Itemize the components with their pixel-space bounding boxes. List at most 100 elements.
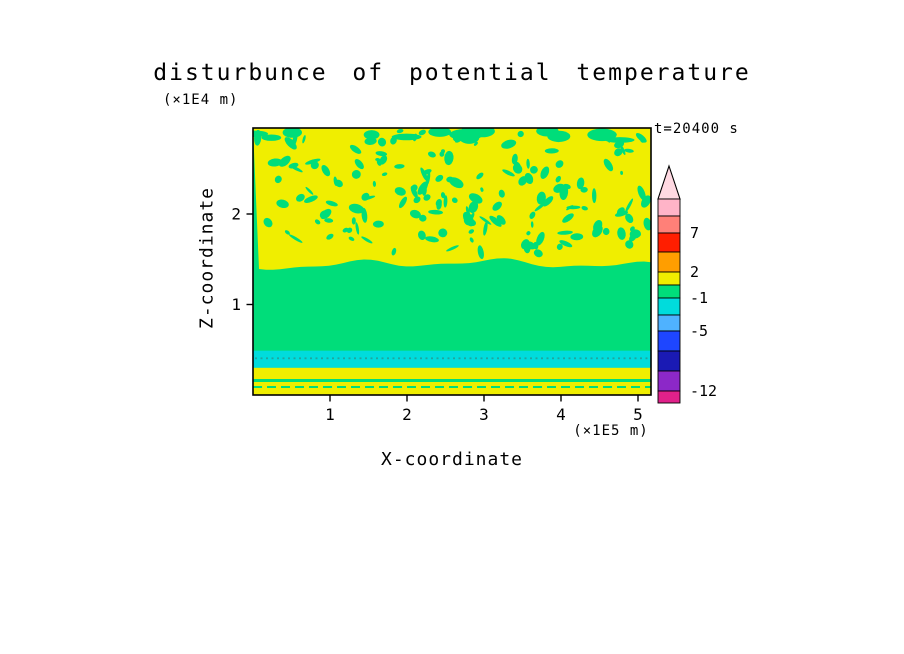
green-patch [592, 131, 617, 138]
dotted-contour [255, 357, 257, 360]
dotted-contour [469, 357, 472, 360]
time-annotation: t=20400 s [654, 121, 739, 137]
dotted-contour [370, 357, 373, 360]
dotted-contour [321, 357, 323, 360]
dotted-contour [585, 357, 587, 360]
x-axis-unit: (×1E5 m) [573, 423, 649, 439]
dotted-contour [508, 357, 510, 360]
dashed-stripe [351, 386, 360, 388]
dotted-contour [260, 357, 263, 360]
dashed-stripe [267, 386, 276, 388]
colorbar-cell [657, 198, 681, 217]
dotted-contour [271, 357, 274, 360]
dotted-contour [546, 357, 549, 360]
dashed-stripe [309, 386, 318, 388]
dotted-contour [447, 357, 450, 360]
dotted-contour [612, 357, 615, 360]
dotted-contour [513, 357, 516, 360]
dotted-contour [436, 357, 439, 360]
dotted-contour [486, 357, 488, 360]
colorbar-cell [657, 215, 681, 234]
dashed-stripe [281, 386, 290, 388]
dotted-contour [618, 357, 620, 360]
contour-band [253, 350, 651, 368]
dotted-contour [601, 357, 604, 360]
contour-field [253, 128, 651, 395]
dotted-contour [299, 357, 301, 360]
dotted-contour [293, 357, 296, 360]
dashed-stripe [435, 386, 444, 388]
dashed-stripe [491, 386, 500, 388]
dotted-contour [381, 357, 384, 360]
dotted-contour [304, 357, 307, 360]
colorbar-cell [657, 284, 681, 299]
dotted-contour [607, 357, 609, 360]
dotted-contour [623, 357, 626, 360]
dashed-stripe [337, 386, 346, 388]
dotted-contour [387, 357, 389, 360]
green-patch [391, 133, 422, 141]
dashed-stripe [253, 386, 262, 388]
dotted-contour [645, 357, 648, 360]
dotted-contour [310, 357, 312, 360]
dashed-stripe [547, 386, 556, 388]
dotted-contour [348, 357, 351, 360]
dotted-contour [634, 357, 637, 360]
dotted-contour [420, 357, 422, 360]
colorbar-cell [657, 350, 681, 372]
dotted-contour [359, 357, 362, 360]
dotted-contour [640, 357, 642, 360]
dotted-contour [398, 357, 400, 360]
x-tick-label: 3 [479, 405, 489, 424]
green-patch [363, 130, 380, 140]
dotted-contour [266, 357, 268, 360]
dotted-contour [497, 357, 499, 360]
dotted-contour [568, 357, 571, 360]
dotted-contour [326, 357, 329, 360]
colorbar-label: -12 [690, 382, 717, 400]
dotted-contour [524, 357, 527, 360]
colorbar-cell [657, 330, 681, 352]
dotted-contour [282, 357, 285, 360]
colorbar-cell [657, 251, 681, 273]
dashed-stripe [533, 386, 542, 388]
dashed-stripe [379, 386, 388, 388]
x-tick-label: 1 [325, 405, 335, 424]
dotted-contour [453, 357, 455, 360]
dotted-contour [464, 357, 466, 360]
dotted-contour [409, 357, 411, 360]
dashed-stripe [519, 386, 528, 388]
dashed-stripe [323, 386, 332, 388]
dashed-stripe [603, 386, 612, 388]
dotted-contour [337, 357, 340, 360]
colorbar-label: 7 [690, 224, 699, 242]
x-tick-label: 4 [556, 405, 566, 424]
contour-band [253, 379, 651, 382]
dashed-stripe [477, 386, 486, 388]
dotted-contour [315, 357, 318, 360]
dashed-stripe [393, 386, 402, 388]
dotted-contour [475, 357, 477, 360]
green-patch [602, 227, 610, 236]
dotted-contour [332, 357, 334, 360]
dotted-contour [541, 357, 543, 360]
dotted-contour [491, 357, 494, 360]
dashed-stripe [407, 386, 416, 388]
colorbar-cell [657, 271, 681, 286]
colorbar-label: 2 [690, 263, 699, 281]
y-tick-label: 2 [231, 205, 241, 224]
y-axis-title: Z-coordinate [196, 186, 218, 330]
x-axis-title: X-coordinate [380, 449, 524, 470]
colorbar-cell [657, 232, 681, 253]
dotted-contour [590, 357, 593, 360]
dotted-contour [535, 357, 538, 360]
dashed-stripe [365, 386, 374, 388]
x-tick-label: 2 [402, 405, 412, 424]
dashed-stripe [617, 386, 626, 388]
dotted-contour [442, 357, 444, 360]
dotted-contour [579, 357, 582, 360]
dotted-contour [392, 357, 395, 360]
dotted-contour [431, 357, 433, 360]
colorbar-label: -1 [690, 289, 708, 307]
colorbar-arrow-tip [657, 164, 681, 200]
